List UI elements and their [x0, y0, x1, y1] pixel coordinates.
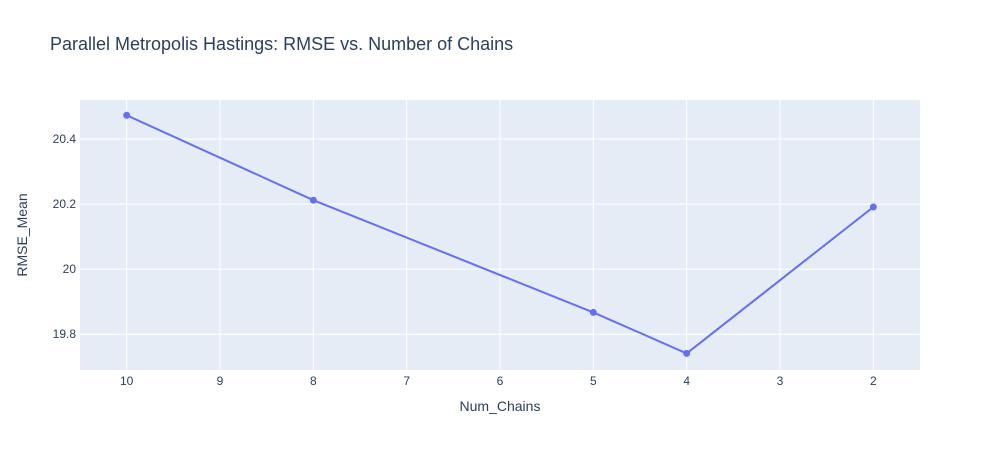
y-tick-label: 20.4: [53, 132, 77, 146]
x-tick-label: 8: [310, 374, 317, 388]
y-axis-title: RMSE_Mean: [14, 193, 30, 276]
x-tick-label: 10: [120, 374, 134, 388]
data-point[interactable]: [589, 308, 597, 316]
x-axis-title: Num_Chains: [460, 398, 541, 414]
data-point[interactable]: [309, 196, 317, 204]
chart-title: Parallel Metropolis Hastings: RMSE vs. N…: [50, 34, 513, 54]
x-tick-label: 7: [403, 374, 410, 388]
y-tick-label: 20: [63, 262, 77, 276]
grid: [80, 100, 920, 370]
y-tick-label: 20.2: [53, 197, 77, 211]
x-tick-label: 3: [777, 374, 784, 388]
data-point[interactable]: [869, 203, 877, 211]
x-tick-label: 6: [497, 374, 504, 388]
series-layer: [123, 111, 877, 357]
data-point[interactable]: [123, 111, 131, 119]
data-point[interactable]: [683, 349, 691, 357]
y-tick-label: 19.8: [53, 327, 77, 341]
y-axis-ticks: 19.8 20 20.2 20.4: [53, 132, 77, 341]
x-tick-label: 5: [590, 374, 597, 388]
x-tick-label: 2: [870, 374, 877, 388]
x-tick-label: 4: [683, 374, 690, 388]
x-axis-ticks: 10 9 8 7 6 5 4 3 2: [120, 374, 877, 388]
x-tick-label: 9: [217, 374, 224, 388]
